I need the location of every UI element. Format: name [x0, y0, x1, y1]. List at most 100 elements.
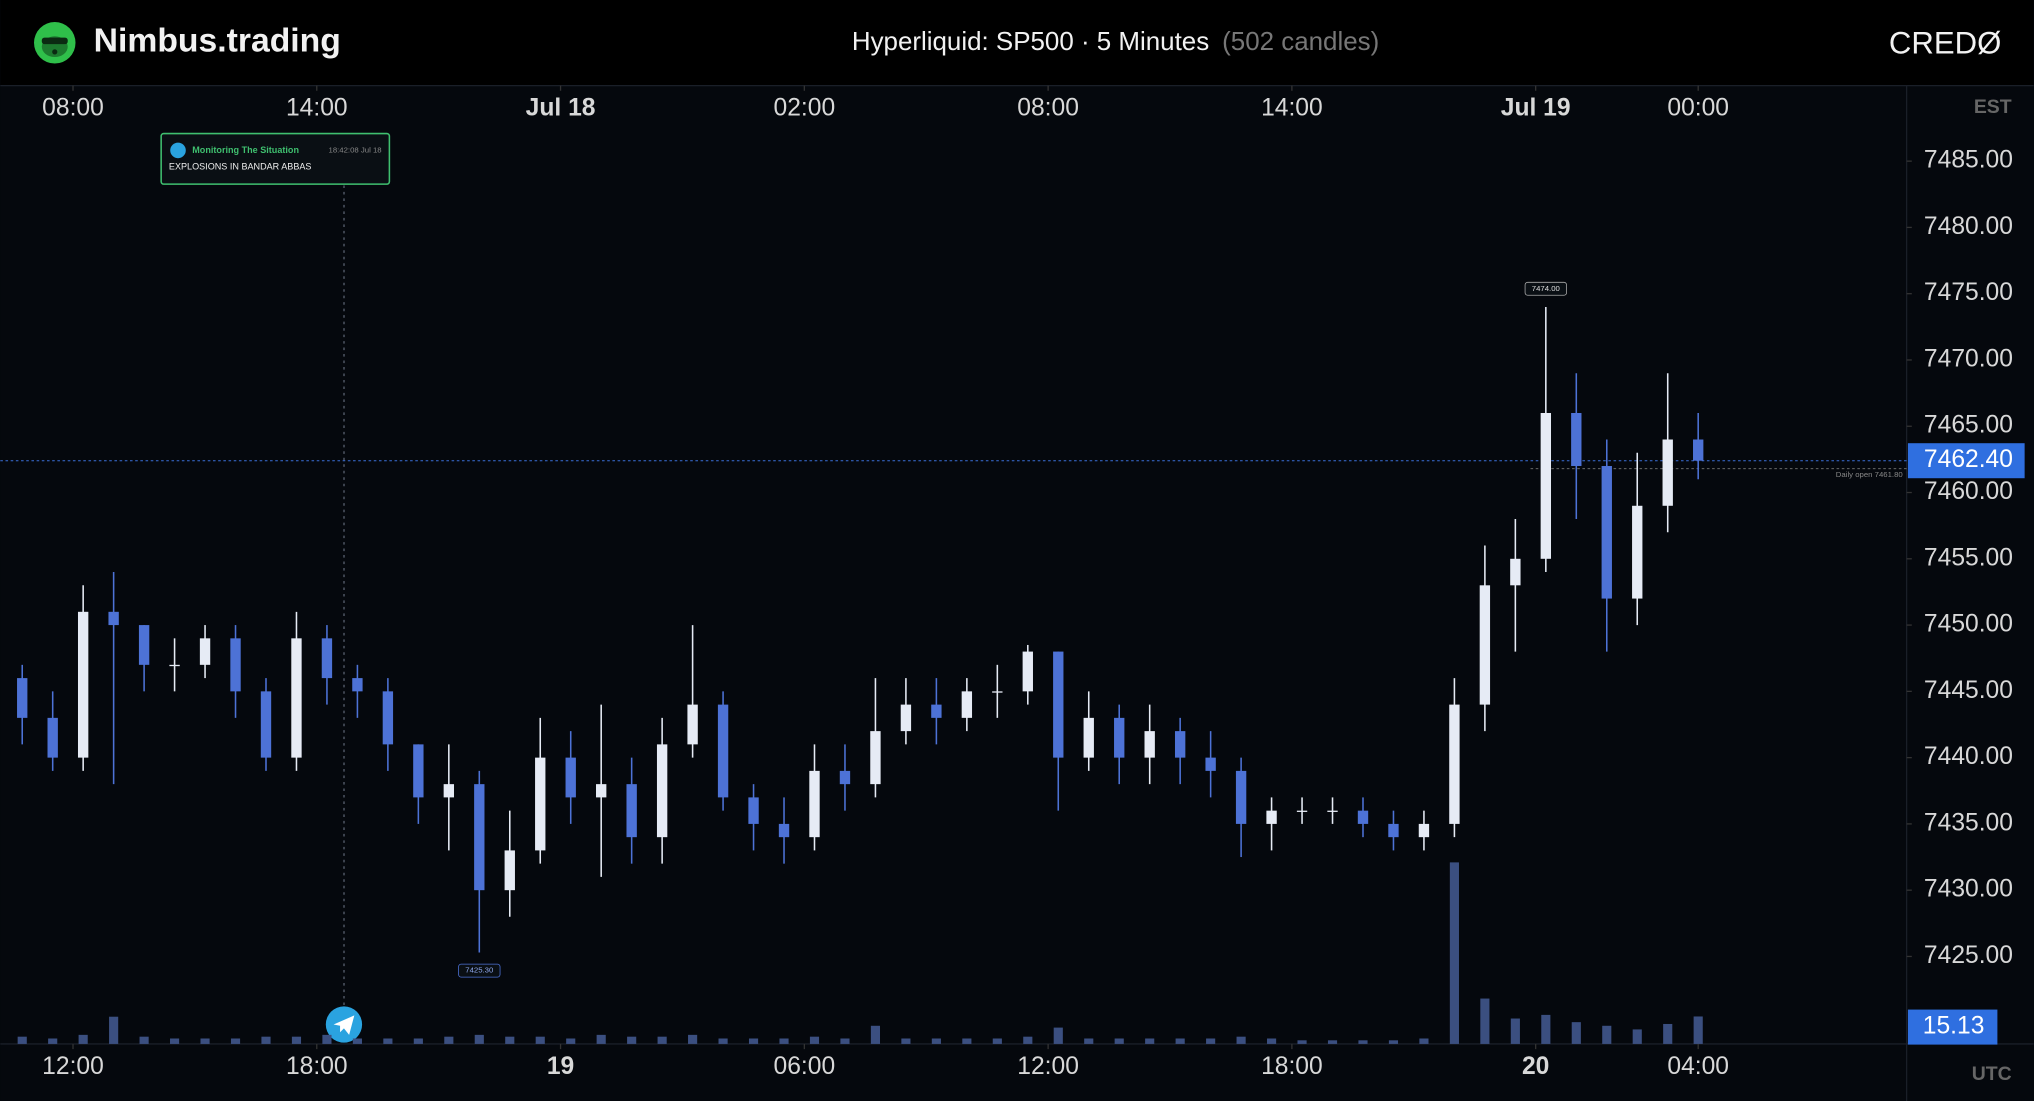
candle-body	[1693, 439, 1704, 461]
x-tick-label: 20	[1522, 1053, 1549, 1080]
volume-bar	[809, 1036, 820, 1044]
volume-bar	[1419, 1038, 1429, 1044]
candle-body	[382, 691, 394, 745]
candle-body	[1296, 810, 1308, 812]
candle-body	[809, 770, 820, 838]
candle-body	[1662, 439, 1673, 506]
candle-body	[870, 731, 881, 785]
last-volume-tag	[1907, 1009, 1998, 1045]
candle-body	[778, 823, 790, 838]
candle-body	[1083, 717, 1094, 758]
logo-icon	[34, 22, 76, 64]
volume-bar	[1297, 1040, 1307, 1044]
y-tick-label: 7465.00	[1924, 412, 2013, 439]
volume-bar	[109, 1016, 119, 1044]
y-tick-label: 7450.00	[1924, 611, 2013, 638]
volume-bar	[78, 1034, 88, 1044]
candle-body	[626, 784, 637, 838]
annotation-title: Monitoring The Situation	[192, 145, 299, 155]
volume-bar	[627, 1036, 637, 1044]
candle-body	[687, 704, 698, 745]
candle-body	[504, 850, 515, 891]
low-marker-box	[458, 963, 501, 978]
x2-tick-label: 00:00	[1667, 94, 1729, 121]
volume-bar	[992, 1038, 1002, 1044]
candle-body	[1327, 810, 1338, 812]
volume-bar	[566, 1038, 576, 1044]
volume-bar	[261, 1036, 271, 1044]
volume-bar	[1663, 1023, 1673, 1044]
volume-bar	[1175, 1038, 1185, 1044]
volume-bar	[1388, 1040, 1399, 1044]
volume-bar	[1267, 1038, 1277, 1044]
volume-bar	[931, 1038, 941, 1044]
volume-bar	[1449, 862, 1459, 1044]
volume-bar	[1145, 1038, 1155, 1044]
candle-body	[1571, 412, 1582, 467]
annotation-time: 18:42:08 Jul 18	[329, 145, 382, 154]
volume-bar	[748, 1038, 759, 1044]
volume-bar	[413, 1038, 423, 1044]
brand: CREDØ	[1889, 26, 2001, 61]
candle-body	[1632, 505, 1643, 599]
y-tick-label: 7480.00	[1924, 213, 2013, 240]
volume-bar	[779, 1038, 789, 1044]
volume-bar	[1541, 1014, 1551, 1044]
candle-body	[1601, 466, 1612, 599]
volume-bar	[962, 1038, 972, 1044]
annotation-box[interactable]: Monitoring The Situation 18:42:08 Jul 18 E…	[160, 132, 391, 185]
x-tick-label: 04:00	[1667, 1053, 1729, 1080]
volume-bar	[200, 1038, 210, 1044]
candle-body	[1388, 823, 1399, 838]
candle-body	[413, 744, 424, 798]
candle-body	[1205, 757, 1216, 771]
volume-bar	[688, 1034, 698, 1044]
low-marker-label: 7425.30	[465, 966, 494, 975]
candle-body	[47, 717, 58, 758]
telegram-icon[interactable]	[325, 1006, 363, 1043]
volume-bar	[322, 1034, 332, 1044]
annotation-text: EXPLOSIONS IN BANDAR ABBAS	[169, 162, 312, 172]
x2-tick-label: 08:00	[1017, 94, 1079, 121]
volume-bar	[383, 1038, 393, 1044]
x2-tick-label: 14:00	[1261, 94, 1323, 121]
volume-bar	[230, 1038, 241, 1044]
y-tick-label: 7470.00	[1924, 345, 2013, 372]
candle-body	[656, 744, 668, 838]
candle-body	[77, 611, 89, 758]
candle-body	[717, 704, 729, 798]
volume-bar	[1510, 1018, 1520, 1044]
candle-body	[1144, 731, 1155, 758]
volume-bar	[139, 1036, 149, 1044]
volume-bar	[1480, 998, 1490, 1044]
volume-bar	[596, 1034, 606, 1044]
volume-bar	[170, 1038, 180, 1044]
volume-bar	[1602, 1025, 1612, 1044]
last-price-label: 7462.40	[1924, 446, 2013, 473]
volume-bar	[1206, 1038, 1216, 1044]
y-tick-label: 7475.00	[1924, 279, 2013, 306]
top-axis-timezone: EST	[1974, 96, 2012, 118]
candle-body	[1235, 770, 1247, 824]
candle-body	[291, 638, 302, 758]
volume-bar	[444, 1036, 454, 1044]
volume-bar	[505, 1036, 515, 1044]
y-tick-label: 7445.00	[1924, 677, 2013, 704]
candle-body	[1357, 810, 1369, 824]
y-tick-label: 7440.00	[1924, 743, 2013, 770]
header-bar	[0, 0, 2034, 86]
logo-text: Nimbus.trading	[94, 22, 341, 60]
candle-body	[443, 784, 455, 798]
candle-body	[900, 704, 912, 732]
y-tick-label: 7460.00	[1924, 478, 2013, 505]
x-tick-label: 12:00	[42, 1053, 104, 1080]
candle-body	[230, 638, 241, 692]
volume-bar	[291, 1036, 302, 1044]
candle-body	[535, 757, 546, 851]
candle-body	[260, 691, 272, 758]
candle-body	[108, 611, 119, 626]
candle-count: (502 candles)	[1222, 28, 1379, 56]
last-volume-label: 15.13	[1923, 1013, 1985, 1040]
x2-tick-label: 02:00	[774, 94, 836, 121]
